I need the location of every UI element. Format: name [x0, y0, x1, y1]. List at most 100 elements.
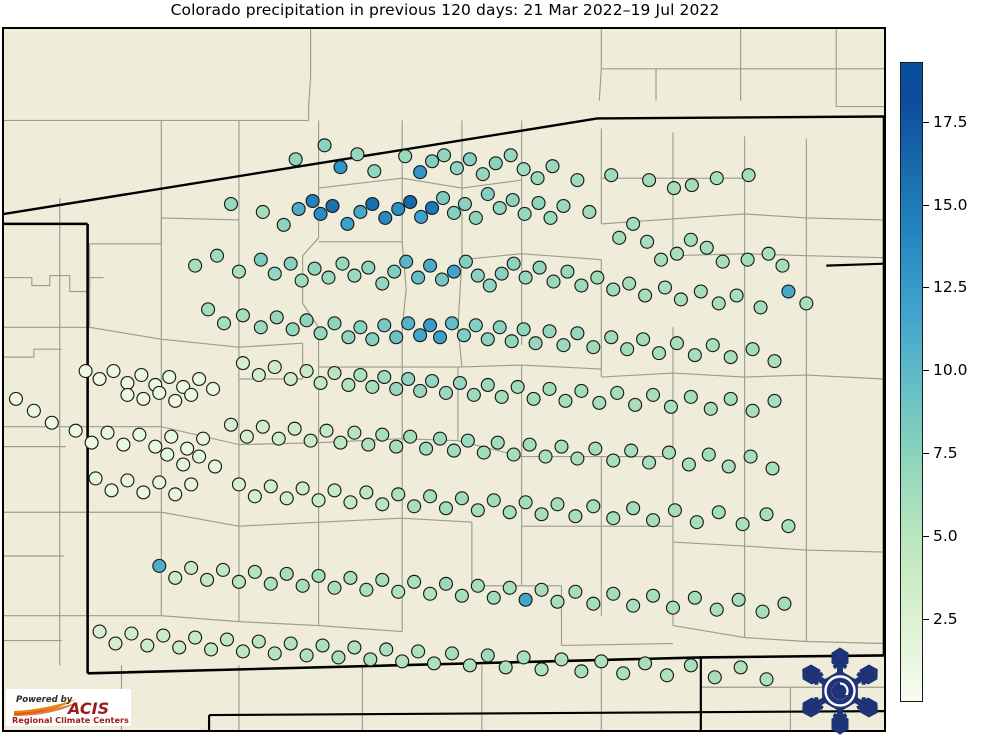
station-marker[interactable]: [231, 264, 246, 279]
station-marker[interactable]: [327, 580, 342, 595]
station-marker[interactable]: [669, 246, 684, 261]
station-marker[interactable]: [504, 334, 519, 349]
station-marker[interactable]: [411, 270, 426, 285]
station-marker[interactable]: [498, 660, 513, 675]
station-marker[interactable]: [68, 423, 83, 438]
station-marker[interactable]: [251, 367, 266, 383]
station-marker[interactable]: [669, 336, 684, 351]
station-marker[interactable]: [651, 346, 667, 361]
station-marker[interactable]: [781, 519, 796, 534]
station-marker[interactable]: [530, 171, 545, 186]
station-marker[interactable]: [558, 393, 573, 408]
station-marker[interactable]: [335, 256, 350, 271]
station-marker[interactable]: [642, 173, 657, 188]
station-marker[interactable]: [283, 256, 298, 271]
station-marker[interactable]: [279, 566, 294, 581]
station-marker[interactable]: [347, 640, 362, 655]
station-marker[interactable]: [435, 191, 451, 206]
station-marker[interactable]: [740, 252, 755, 267]
station-marker[interactable]: [361, 260, 376, 275]
station-marker[interactable]: [446, 205, 461, 220]
station-marker[interactable]: [319, 423, 334, 438]
station-marker[interactable]: [684, 178, 699, 193]
station-marker[interactable]: [606, 511, 621, 526]
station-marker[interactable]: [475, 167, 490, 182]
station-marker[interactable]: [132, 427, 147, 442]
station-marker[interactable]: [403, 429, 418, 444]
station-marker[interactable]: [333, 160, 348, 175]
station-marker[interactable]: [517, 206, 532, 221]
station-marker[interactable]: [196, 431, 211, 446]
station-marker[interactable]: [436, 148, 452, 163]
station-marker[interactable]: [534, 582, 549, 597]
station-marker[interactable]: [188, 630, 203, 645]
station-marker[interactable]: [458, 254, 473, 269]
station-marker[interactable]: [223, 196, 239, 212]
station-marker[interactable]: [136, 391, 151, 406]
station-marker[interactable]: [574, 278, 589, 293]
station-marker[interactable]: [636, 332, 651, 347]
station-marker[interactable]: [480, 187, 495, 202]
station-marker[interactable]: [528, 336, 543, 351]
station-marker[interactable]: [646, 387, 661, 402]
station-marker[interactable]: [305, 193, 320, 209]
station-marker[interactable]: [438, 385, 454, 400]
station-marker[interactable]: [168, 570, 183, 585]
station-marker[interactable]: [556, 338, 571, 353]
station-marker[interactable]: [606, 586, 621, 601]
station-marker[interactable]: [253, 320, 268, 335]
station-marker[interactable]: [255, 204, 270, 219]
station-marker[interactable]: [721, 459, 736, 474]
station-marker[interactable]: [291, 201, 306, 217]
station-marker[interactable]: [176, 457, 191, 472]
station-marker[interactable]: [333, 435, 348, 450]
station-marker[interactable]: [299, 364, 314, 379]
station-marker[interactable]: [542, 381, 557, 396]
station-marker[interactable]: [588, 441, 603, 456]
station-marker[interactable]: [294, 273, 309, 288]
station-marker[interactable]: [162, 369, 177, 385]
station-marker[interactable]: [626, 501, 641, 516]
station-marker[interactable]: [311, 568, 326, 583]
station-marker[interactable]: [470, 268, 485, 283]
station-marker[interactable]: [315, 638, 330, 653]
station-marker[interactable]: [594, 654, 609, 669]
station-marker[interactable]: [343, 570, 358, 585]
station-marker[interactable]: [120, 387, 135, 402]
station-marker[interactable]: [223, 417, 239, 432]
station-marker[interactable]: [108, 636, 123, 651]
station-marker[interactable]: [307, 261, 322, 276]
station-marker[interactable]: [510, 379, 525, 394]
station-marker[interactable]: [568, 584, 583, 599]
station-marker[interactable]: [413, 383, 428, 398]
station-marker[interactable]: [673, 292, 688, 307]
station-marker[interactable]: [531, 195, 546, 211]
station-marker[interactable]: [745, 403, 760, 418]
station-marker[interactable]: [494, 389, 509, 404]
station-marker[interactable]: [693, 284, 708, 299]
station-marker[interactable]: [425, 200, 440, 216]
station-marker[interactable]: [665, 600, 681, 615]
station-marker[interactable]: [462, 152, 477, 167]
station-marker[interactable]: [321, 270, 336, 285]
station-marker[interactable]: [311, 493, 326, 508]
station-marker[interactable]: [620, 342, 635, 357]
station-marker[interactable]: [361, 437, 376, 452]
station-marker[interactable]: [347, 268, 362, 283]
station-marker[interactable]: [160, 447, 175, 462]
station-marker[interactable]: [432, 330, 448, 345]
station-marker[interactable]: [350, 147, 365, 162]
station-marker[interactable]: [626, 216, 641, 231]
station-marker[interactable]: [486, 493, 501, 508]
station-marker[interactable]: [327, 366, 342, 381]
station-marker[interactable]: [152, 475, 167, 490]
station-marker[interactable]: [506, 256, 521, 271]
station-marker[interactable]: [340, 216, 355, 231]
station-marker[interactable]: [661, 445, 677, 460]
station-marker[interactable]: [494, 266, 509, 281]
station-marker[interactable]: [554, 439, 569, 454]
station-marker[interactable]: [413, 165, 428, 180]
station-marker[interactable]: [616, 666, 631, 681]
station-marker[interactable]: [379, 642, 394, 657]
station-marker[interactable]: [389, 330, 404, 345]
